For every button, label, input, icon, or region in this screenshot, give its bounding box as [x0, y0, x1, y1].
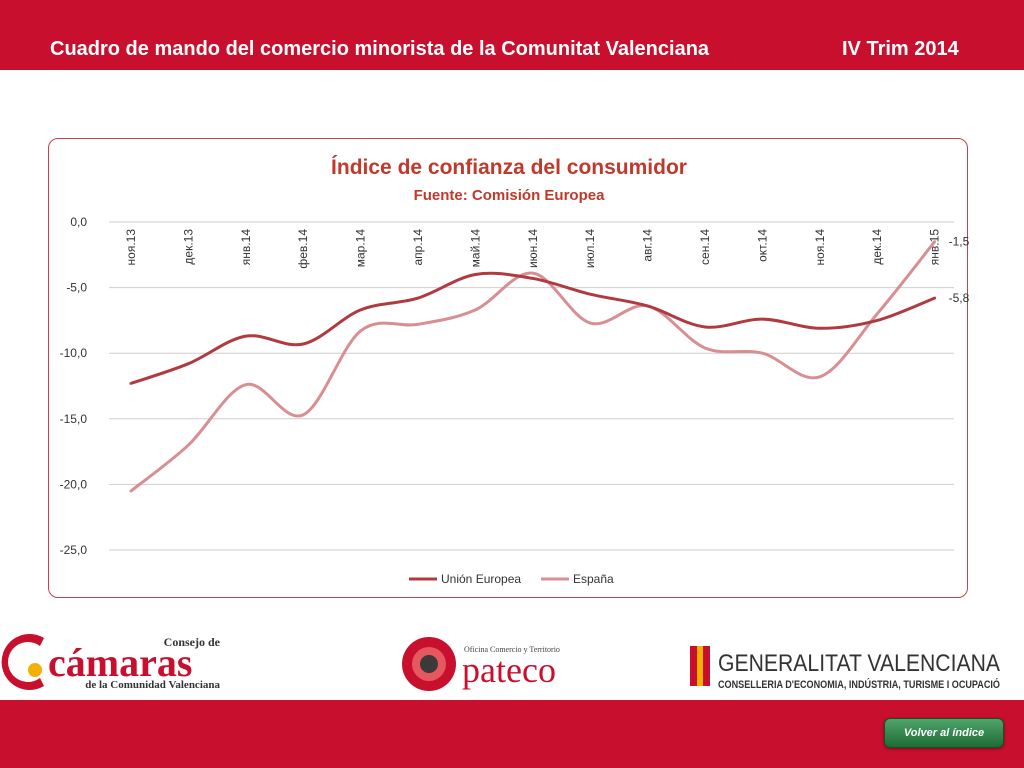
grid	[109, 221, 954, 551]
series-line-espana	[129, 240, 937, 493]
end-labels: -1,5 -5,8	[949, 235, 969, 305]
page-title: Cuadro de mando del comercio minorista d…	[50, 38, 710, 60]
x-tick-label: окт.14	[755, 229, 769, 262]
x-tick-label: июл.14	[583, 229, 597, 268]
line-chart: Índice de confianza del consumidor Fuent…	[60, 156, 969, 586]
x-tick-label: ноя.14	[813, 229, 827, 266]
gv-main-text: GENERALITAT VALENCIANA	[718, 650, 1000, 677]
pateco-main-text: pateco	[462, 650, 556, 690]
camaras-bottom-text: de la Comunidad Valenciana	[85, 679, 220, 691]
end-label-union-europea: -5,8	[949, 291, 969, 305]
period-label: IV Trim 2014	[842, 38, 959, 60]
end-label-espana: -1,5	[949, 235, 969, 249]
x-tick-label: янв.15	[928, 229, 942, 266]
x-tick-label: ноя.13	[124, 229, 138, 266]
x-tick-label: дек.13	[181, 229, 195, 265]
pateco-logo: Oficina Comercio y Territorio pateco	[402, 637, 560, 691]
legend-label-espana: España	[573, 572, 614, 586]
x-tick-label: июн.14	[526, 229, 540, 268]
camaras-main-text: cámaras	[48, 640, 192, 685]
header-band: Cuadro de mando del comercio minorista d…	[0, 0, 1024, 70]
back-to-index-button[interactable]: Volver al índice	[884, 718, 1004, 748]
y-tick-label: -20,0	[60, 477, 88, 491]
legend: Unión Europea España	[409, 572, 614, 586]
x-tick-label: май.14	[468, 229, 482, 268]
y-tick-label: 0,0	[70, 215, 87, 229]
y-tick-label: -5,0	[66, 281, 87, 295]
x-tick-label: мар.14	[354, 229, 368, 268]
y-tick-label: -25,0	[60, 543, 88, 557]
x-tick-label: янв.14	[239, 229, 253, 266]
camaras-dot	[28, 663, 42, 677]
pateco-top-text: Oficina Comercio y Territorio	[464, 645, 560, 654]
y-tick-label: -10,0	[60, 346, 88, 360]
legend-label-union-europea: Unión Europea	[441, 572, 521, 586]
pateco-ring-inner	[420, 655, 438, 673]
camaras-top-text: Consejo de	[164, 635, 221, 649]
x-tick-label: сен.14	[698, 229, 712, 265]
chart-subtitle: Fuente: Comisión Europea	[414, 187, 606, 204]
x-tick-label: авг.14	[641, 229, 655, 262]
y-tick-label: -15,0	[60, 412, 88, 426]
logos-svg: Consejo de cámaras de la Comunidad Valen…	[1, 634, 1000, 691]
x-axis: ноя.13 дек.13 янв.14 фев.14 мар.14 апр.14 май.…	[124, 229, 942, 269]
gv-sub-text: CONSELLERIA D'ECONOMIA, INDÚSTRIA, TURIS…	[718, 678, 1000, 691]
generalitat-logo: GENERALITAT VALENCIANA CONSELLERIA D'ECO…	[690, 646, 1000, 691]
x-tick-label: фев.14	[296, 229, 310, 269]
footer-band	[0, 700, 1024, 768]
y-axis: 0,0 -5,0 -10,0 -15,0 -20,0 -25,0	[60, 215, 88, 557]
chart-panel: Índice de confianza del consumidor Fuent…	[48, 138, 969, 598]
logo-strip: Consejo de cámaras de la Comunidad Valen…	[0, 620, 1024, 700]
chart-title: Índice de confianza del consumidor	[331, 156, 687, 179]
series-line-union-europea	[129, 271, 937, 385]
series	[129, 240, 937, 493]
gv-emblem-stripe	[697, 646, 703, 686]
camaras-logo: Consejo de cámaras de la Comunidad Valen…	[1, 634, 221, 691]
x-tick-label: апр.14	[411, 229, 425, 266]
camaras-c-mark	[1, 634, 44, 690]
x-tick-label: дек.14	[870, 229, 884, 265]
